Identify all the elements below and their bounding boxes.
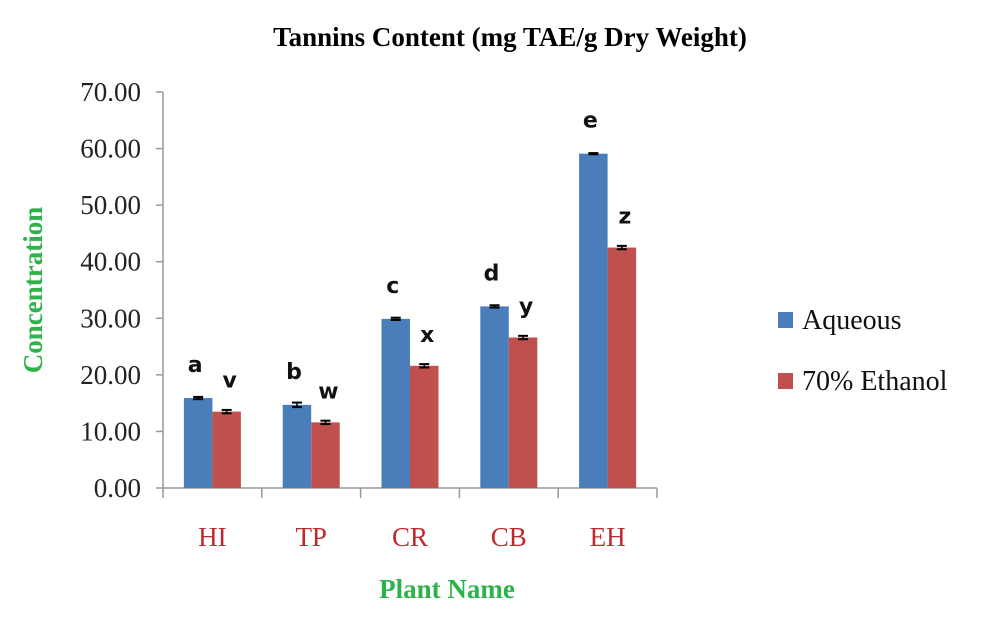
x-tick-label: HI bbox=[198, 522, 227, 552]
bar-70-ethanol-tp bbox=[311, 422, 340, 488]
y-tick-label: 70.00 bbox=[80, 77, 141, 107]
legend-label: Aqueous bbox=[802, 305, 902, 336]
significance-label: y bbox=[519, 295, 533, 320]
y-tick-label: 0.00 bbox=[94, 473, 141, 503]
bar-aqueous-eh bbox=[579, 153, 608, 489]
bar-aqueous-cr bbox=[381, 318, 410, 488]
legend-swatch bbox=[778, 373, 793, 389]
error-bar bbox=[221, 408, 232, 415]
bar-aqueous-tp bbox=[282, 404, 312, 488]
error-bar bbox=[419, 363, 430, 369]
error-bar bbox=[193, 395, 204, 401]
significance-label: a bbox=[188, 353, 203, 378]
error-bar bbox=[291, 401, 302, 409]
y-tick-label: 30.00 bbox=[80, 303, 141, 333]
y-tick-label: 20.00 bbox=[80, 360, 141, 390]
x-axis-label: Plant Name bbox=[379, 574, 515, 604]
y-tick-label: 50.00 bbox=[80, 190, 141, 220]
y-tick-label: 40.00 bbox=[80, 247, 141, 277]
bar-70-ethanol-eh bbox=[607, 247, 637, 488]
legend-label: 70% Ethanol bbox=[802, 366, 948, 397]
error-bar bbox=[616, 244, 627, 251]
y-axis-label: Concentration bbox=[18, 207, 48, 373]
bar-70-ethanol-cb bbox=[508, 337, 538, 488]
chart-title: Tannins Content (mg TAE/g Dry Weight) bbox=[273, 22, 747, 52]
x-tick-label: EH bbox=[590, 522, 626, 552]
bar-70-ethanol-hi bbox=[212, 411, 241, 488]
legend-swatch bbox=[778, 312, 793, 328]
bar-aqueous-hi bbox=[183, 398, 213, 488]
x-tick-label: CB bbox=[491, 522, 527, 552]
bar-aqueous-cb bbox=[480, 306, 509, 488]
significance-label: z bbox=[618, 205, 631, 230]
significance-label: e bbox=[583, 109, 598, 134]
legend: Aqueous 70% Ethanol bbox=[778, 305, 948, 397]
error-bar bbox=[390, 316, 401, 321]
y-tick-label: 10.00 bbox=[80, 416, 141, 446]
bars: av bw cx dy e z bbox=[183, 109, 637, 489]
x-tick-label: CR bbox=[392, 522, 428, 552]
axes: 0.00 10.00 20.00 30.00 40.00 50.00 60.00 70.00 H… bbox=[80, 77, 658, 552]
y-tick-label: 60.00 bbox=[80, 134, 141, 164]
bar-70-ethanol-cr bbox=[410, 365, 439, 488]
significance-label: d bbox=[484, 261, 500, 286]
significance-label: v bbox=[222, 369, 237, 394]
significance-label: c bbox=[386, 274, 399, 299]
error-bar bbox=[489, 304, 500, 309]
error-bar bbox=[588, 152, 599, 156]
x-tick-label: TP bbox=[295, 522, 327, 552]
error-bar bbox=[518, 334, 529, 341]
significance-label: w bbox=[318, 379, 338, 404]
significance-label: x bbox=[420, 323, 434, 348]
error-bar bbox=[320, 419, 331, 426]
significance-label: b bbox=[286, 360, 302, 385]
